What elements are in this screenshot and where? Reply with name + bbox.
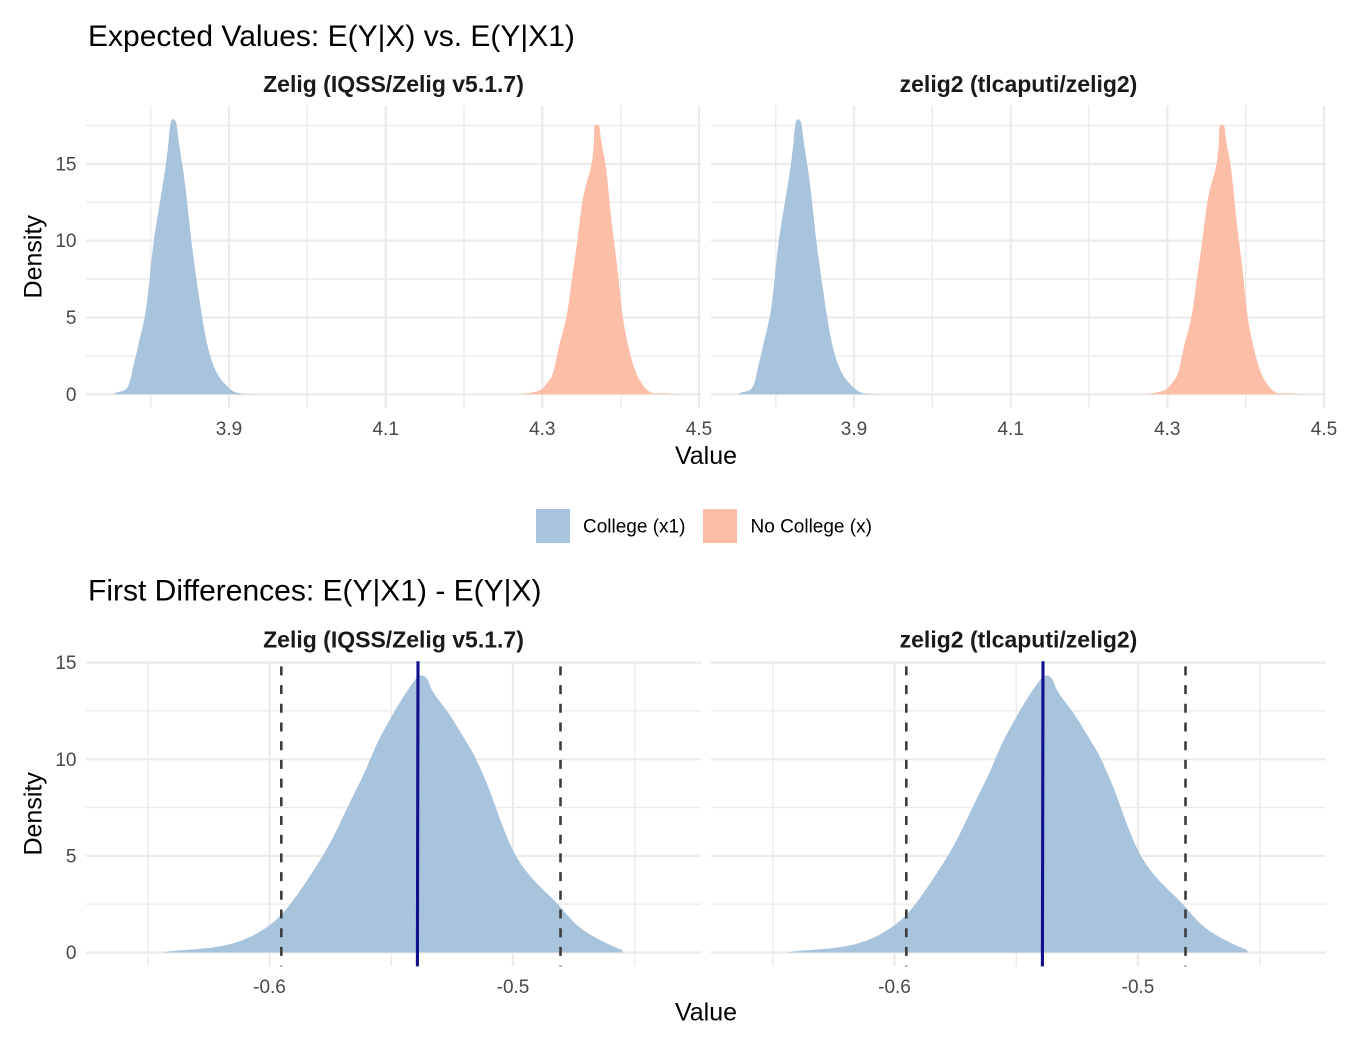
svg-text:3.9: 3.9 xyxy=(216,419,242,440)
svg-text:Value: Value xyxy=(675,999,737,1027)
svg-text:-0.5: -0.5 xyxy=(1122,977,1155,998)
svg-text:-0.6: -0.6 xyxy=(253,977,286,998)
svg-text:0: 0 xyxy=(66,943,77,964)
svg-text:15: 15 xyxy=(55,154,76,175)
svg-text:10: 10 xyxy=(55,231,76,252)
svg-text:First Differences: E(Y|X1) - E: First Differences: E(Y|X1) - E(Y|X) xyxy=(88,575,541,608)
svg-text:zelig2 (tlcaputi/zelig2): zelig2 (tlcaputi/zelig2) xyxy=(900,71,1138,97)
svg-text:zelig2 (tlcaputi/zelig2): zelig2 (tlcaputi/zelig2) xyxy=(900,627,1138,653)
svg-text:0: 0 xyxy=(66,385,77,406)
svg-text:-0.5: -0.5 xyxy=(497,977,530,998)
svg-text:4.3: 4.3 xyxy=(529,419,555,440)
svg-text:3.9: 3.9 xyxy=(841,419,867,440)
svg-text:10: 10 xyxy=(55,750,76,771)
svg-text:-0.6: -0.6 xyxy=(878,977,911,998)
svg-text:College (x1): College (x1) xyxy=(583,516,685,537)
svg-text:Density: Density xyxy=(20,215,48,299)
svg-text:4.1: 4.1 xyxy=(997,419,1023,440)
svg-text:Expected Values: E(Y|X) vs. E(: Expected Values: E(Y|X) vs. E(Y|X1) xyxy=(88,20,575,53)
svg-text:Value: Value xyxy=(675,442,737,470)
svg-text:5: 5 xyxy=(66,308,77,329)
svg-text:Density: Density xyxy=(20,772,48,856)
svg-text:Zelig (IQSS/Zelig v5.1.7): Zelig (IQSS/Zelig v5.1.7) xyxy=(263,627,524,653)
svg-text:No College (x): No College (x) xyxy=(751,516,872,537)
svg-text:4.5: 4.5 xyxy=(1311,419,1337,440)
svg-text:Zelig (IQSS/Zelig v5.1.7): Zelig (IQSS/Zelig v5.1.7) xyxy=(263,71,524,97)
svg-text:5: 5 xyxy=(66,846,77,867)
svg-text:4.5: 4.5 xyxy=(686,419,712,440)
svg-text:4.3: 4.3 xyxy=(1154,419,1180,440)
svg-text:15: 15 xyxy=(55,653,76,674)
svg-text:4.1: 4.1 xyxy=(372,419,398,440)
